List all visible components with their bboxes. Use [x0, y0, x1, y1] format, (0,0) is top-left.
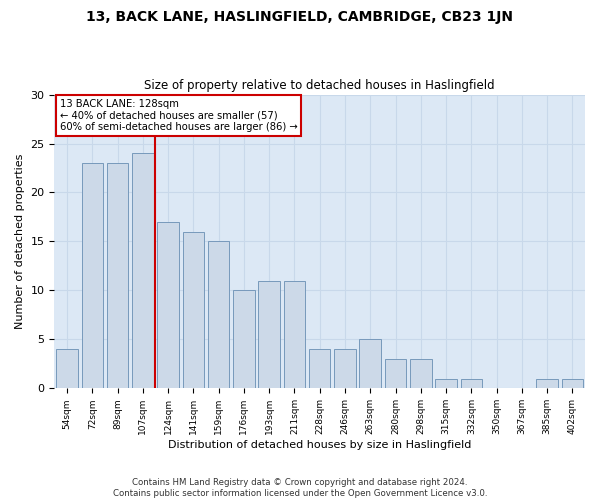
Bar — [334, 349, 356, 389]
Y-axis label: Number of detached properties: Number of detached properties — [15, 154, 25, 329]
Bar — [157, 222, 179, 388]
Bar — [359, 340, 381, 388]
Bar — [284, 280, 305, 388]
Bar — [562, 378, 583, 388]
Bar — [435, 378, 457, 388]
Text: Contains HM Land Registry data © Crown copyright and database right 2024.
Contai: Contains HM Land Registry data © Crown c… — [113, 478, 487, 498]
Bar — [309, 349, 331, 389]
Text: 13, BACK LANE, HASLINGFIELD, CAMBRIDGE, CB23 1JN: 13, BACK LANE, HASLINGFIELD, CAMBRIDGE, … — [86, 10, 514, 24]
X-axis label: Distribution of detached houses by size in Haslingfield: Distribution of detached houses by size … — [168, 440, 472, 450]
Bar — [259, 280, 280, 388]
Text: 13 BACK LANE: 128sqm
← 40% of detached houses are smaller (57)
60% of semi-detac: 13 BACK LANE: 128sqm ← 40% of detached h… — [60, 99, 298, 132]
Bar — [56, 349, 78, 389]
Bar — [410, 359, 431, 388]
Bar — [385, 359, 406, 388]
Bar — [208, 242, 229, 388]
Bar — [233, 290, 254, 388]
Bar — [536, 378, 558, 388]
Bar — [132, 154, 154, 388]
Bar — [82, 163, 103, 388]
Bar — [182, 232, 204, 388]
Bar — [107, 163, 128, 388]
Bar — [461, 378, 482, 388]
Title: Size of property relative to detached houses in Haslingfield: Size of property relative to detached ho… — [145, 79, 495, 92]
